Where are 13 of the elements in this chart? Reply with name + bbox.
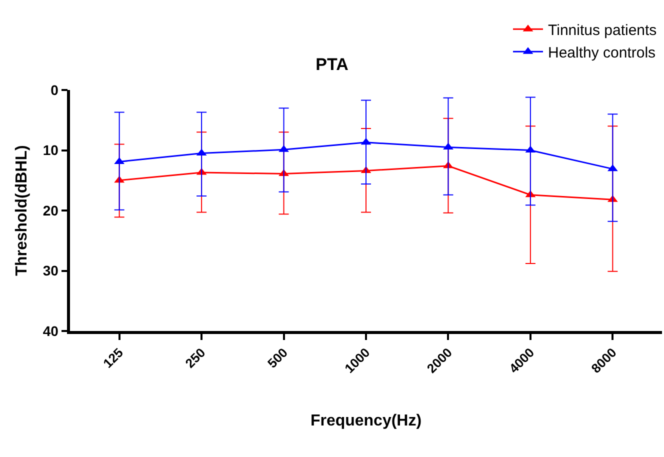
chart-title: PTA xyxy=(316,54,348,74)
y-tick-label: 30 xyxy=(42,262,59,279)
x-axis-title: Frequency(Hz) xyxy=(310,412,422,430)
y-tick-label: 0 xyxy=(50,82,59,98)
legend-label: Tinnitus patients xyxy=(548,22,657,39)
y-tick-label: 40 xyxy=(42,322,59,339)
y-tick-label: 10 xyxy=(42,142,59,158)
y-axis-title: Threshold(dBHL) xyxy=(14,145,30,276)
x-tick-label: 125 xyxy=(100,344,126,371)
y-tick-label: 20 xyxy=(42,202,59,218)
x-tick-label: 250 xyxy=(182,344,208,371)
legend-label: Healthy controls xyxy=(548,44,656,62)
x-tick-label: 500 xyxy=(264,344,290,371)
